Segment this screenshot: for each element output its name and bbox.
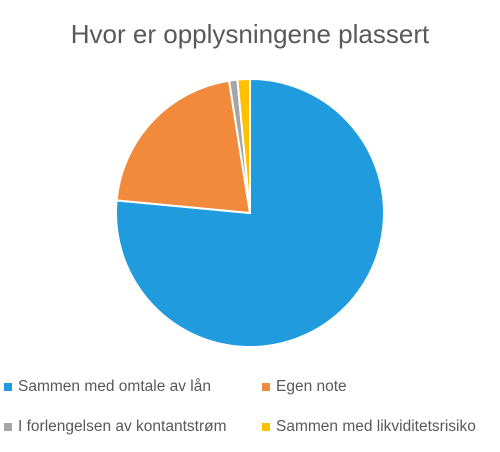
pie-slice (115, 79, 251, 214)
legend-label: Egen note (276, 378, 347, 395)
pie-slices (115, 77, 385, 348)
legend-item: I forlengelsen av kontantstrøm (4, 418, 227, 436)
legend-item: Sammen med likviditetsrisiko (262, 418, 476, 436)
legend-item: Egen note (262, 378, 347, 396)
chart-title: Hvor er opplysningene plassert (70, 19, 430, 49)
legend-swatch (262, 423, 270, 431)
legend-swatch (4, 423, 12, 431)
legend-label: Sammen med likviditetsrisiko (276, 418, 476, 435)
legend-label: Sammen med omtale av lån (18, 378, 211, 395)
legend-swatch (4, 383, 12, 391)
chart-legend: Sammen med omtale av lån Egen note I for… (0, 372, 500, 452)
legend-item: Sammen med omtale av lån (4, 378, 211, 396)
legend-label: I forlengelsen av kontantstrøm (18, 418, 227, 435)
pie-slice (236, 77, 251, 214)
legend-swatch (262, 383, 270, 391)
